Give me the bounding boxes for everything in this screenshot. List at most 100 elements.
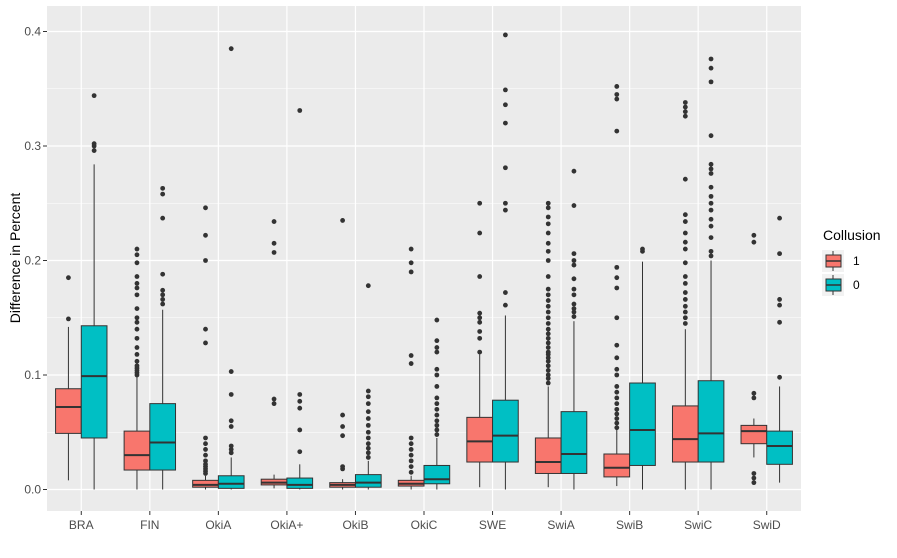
box-FIN-collusion-1 [123, 246, 151, 490]
outlier-point [708, 161, 714, 167]
outlier-point [297, 392, 303, 397]
outlier-point [203, 447, 208, 452]
box-OkiB-collusion-1 [329, 218, 356, 490]
outlier-point [682, 303, 688, 309]
outlier-point [408, 353, 414, 358]
box-iqr [492, 399, 519, 463]
outlier-point [160, 292, 166, 298]
outlier-point [502, 207, 508, 213]
outlier-point [134, 358, 140, 364]
outlier-point [682, 100, 688, 105]
outlier-point [751, 232, 757, 238]
box-iqr [534, 437, 562, 474]
outlier-point [134, 281, 140, 286]
outlier-point [545, 376, 551, 381]
outlier-point [228, 443, 234, 449]
outlier-point [614, 275, 620, 281]
outlier-point [160, 215, 166, 221]
outlier-point [434, 372, 440, 378]
box-OkiC-collusion-0 [423, 317, 451, 490]
outlier-point [228, 392, 234, 397]
outlier-point [571, 301, 577, 307]
box-SwiA-collusion-1 [534, 200, 562, 488]
outlier-point [203, 435, 208, 441]
outlier-point [228, 46, 234, 52]
legend-entry-0: 0 [822, 274, 860, 296]
outlier-point [365, 388, 371, 394]
box-iqr [55, 388, 82, 434]
outlier-point [751, 471, 757, 476]
outlier-point [502, 302, 508, 308]
outlier-point [502, 120, 508, 126]
outlier-point [614, 96, 620, 102]
outlier-point [545, 248, 551, 254]
outlier-point [571, 251, 577, 257]
outlier-point [408, 260, 414, 266]
outlier-point [545, 286, 551, 292]
outlier-point [545, 340, 551, 346]
outlier-point [434, 366, 440, 372]
x-tick-label: SwiA [547, 518, 574, 532]
outlier-point [502, 87, 508, 93]
outlier-point [614, 372, 620, 378]
outlier-point [545, 240, 551, 246]
y-tick-label: 0.2 [24, 254, 41, 268]
outlier-point [682, 176, 688, 182]
box-SwiD-collusion-1 [740, 232, 768, 486]
outlier-point [434, 338, 440, 344]
outlier-point [545, 214, 551, 220]
outlier-point [545, 258, 551, 263]
outlier-point [614, 416, 620, 421]
outlier-point [66, 275, 71, 281]
outlier-point [408, 441, 414, 447]
outlier-point [477, 310, 483, 316]
outlier-point [365, 416, 371, 421]
outlier-point [134, 319, 140, 325]
outlier-point [365, 409, 371, 415]
outlier-point [708, 133, 714, 139]
outlier-point [545, 326, 551, 332]
outlier-point [682, 239, 688, 245]
box-iqr [123, 430, 151, 471]
outlier-point [477, 230, 483, 236]
outlier-point [777, 251, 782, 257]
box-SWE-collusion-1 [466, 200, 494, 488]
outlier-point [545, 221, 551, 227]
outlier-point [777, 297, 782, 302]
outlier-point [708, 65, 714, 71]
y-tick-label: 0.4 [24, 25, 41, 39]
outlier-point [545, 315, 551, 321]
outlier-point [134, 345, 140, 350]
outlier-point [545, 335, 551, 341]
outlier-point [708, 193, 714, 199]
outlier-point [502, 102, 508, 108]
outlier-point [571, 203, 577, 208]
x-tick-label: OkiC [411, 518, 438, 532]
outlier-point [708, 79, 714, 85]
outlier-point [134, 315, 140, 321]
outlier-point [545, 345, 551, 350]
outlier-point [160, 191, 166, 197]
outlier-point [134, 351, 140, 357]
outlier-point [228, 418, 234, 424]
outlier-point [682, 246, 688, 252]
outlier-point [477, 315, 483, 321]
box-SWE-collusion-0 [492, 32, 519, 490]
box-iqr [80, 325, 108, 439]
outlier-point [297, 427, 303, 433]
outlier-point [434, 432, 440, 437]
x-tick-label: SWE [479, 518, 506, 532]
outlier-point [340, 218, 346, 223]
outlier-point [160, 271, 166, 277]
outlier-point [614, 355, 620, 361]
outlier-point [340, 424, 346, 429]
outlier-point [614, 425, 620, 431]
outlier-point [408, 452, 414, 458]
outlier-point [365, 455, 371, 460]
box-iqr [423, 464, 451, 485]
box-iqr [286, 477, 314, 489]
outlier-point [477, 329, 483, 334]
outlier-point [777, 302, 782, 308]
outlier-point [434, 349, 440, 355]
outlier-point [434, 422, 440, 428]
